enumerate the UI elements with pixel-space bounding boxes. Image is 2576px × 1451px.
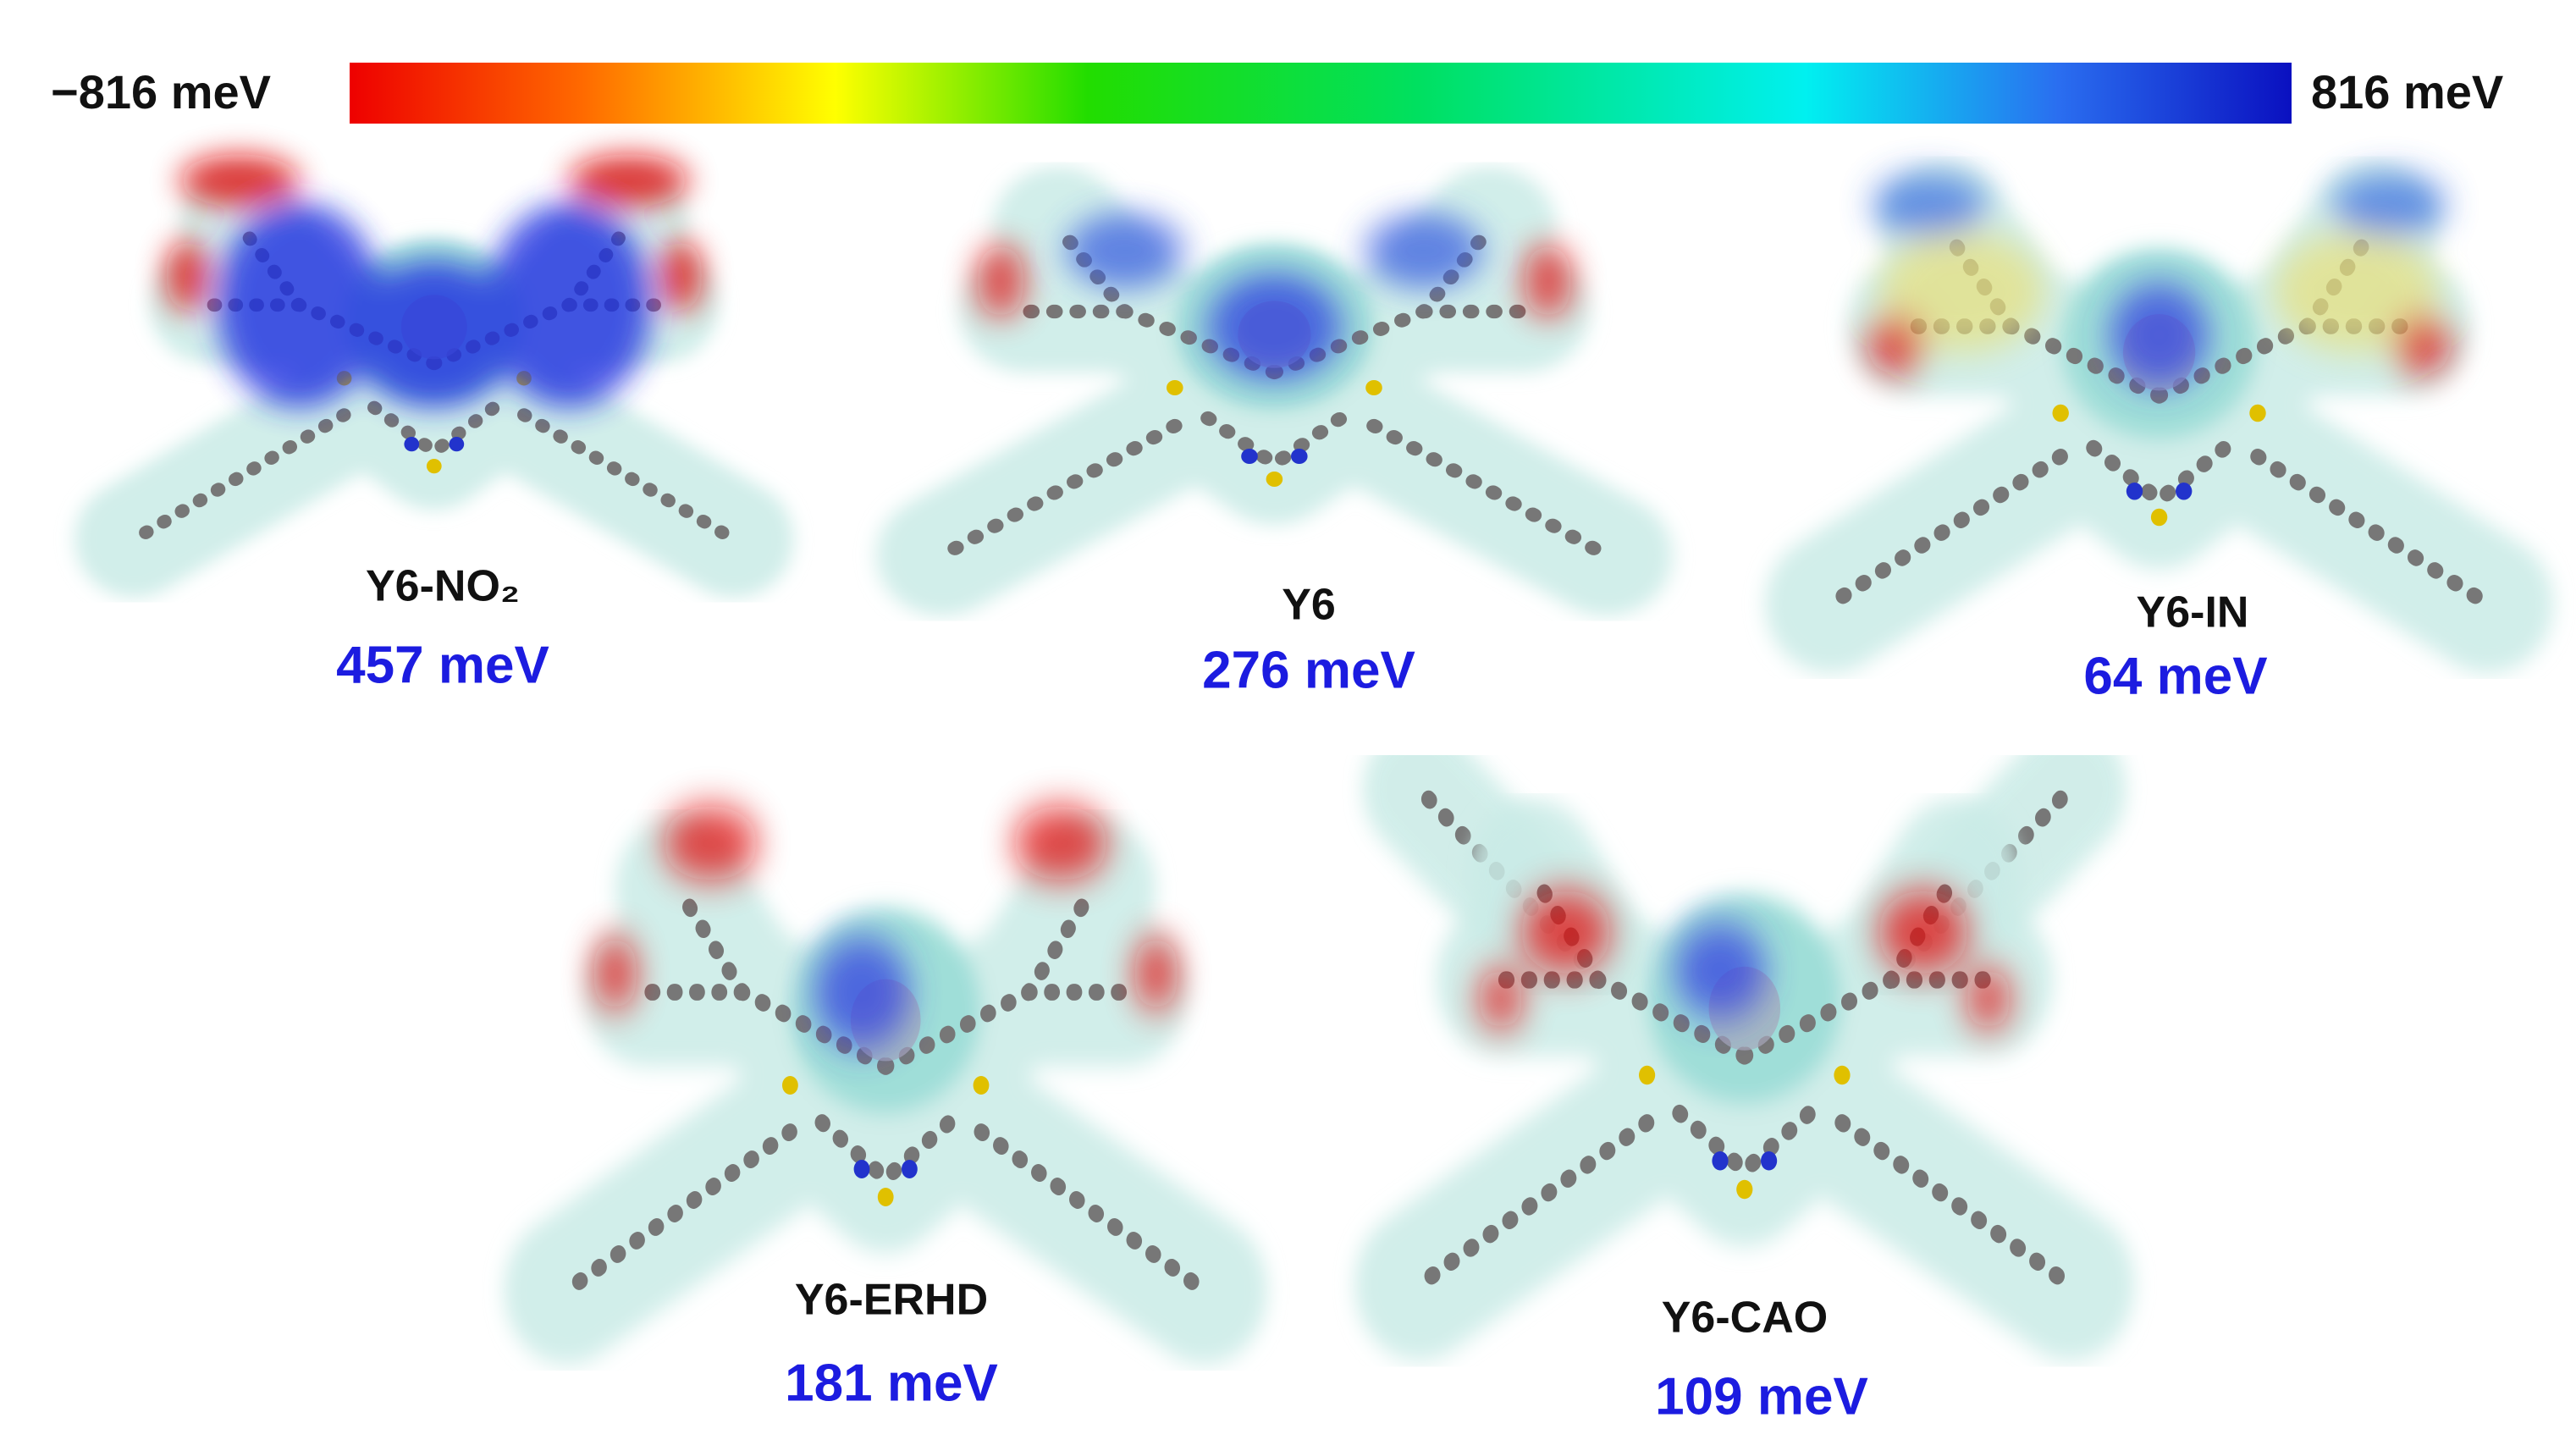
molecule-name: Y6-NO₂ xyxy=(366,562,520,611)
molecule-shape xyxy=(593,936,637,1011)
molecule-image xyxy=(135,154,734,539)
molecule-image xyxy=(1831,174,2488,604)
molecule-value: 109 meV xyxy=(1655,1367,1868,1426)
molecule-shape xyxy=(1879,230,2044,353)
molecule-value: 181 meV xyxy=(785,1354,998,1412)
molecule-shape xyxy=(1867,312,1927,375)
molecule-shape xyxy=(1012,806,1109,880)
molecule-shape xyxy=(1674,923,1766,1018)
molecule-shape xyxy=(217,202,382,408)
molecule-shape xyxy=(1134,936,1179,1011)
molecule-shape xyxy=(1365,212,1482,289)
molecule-image xyxy=(942,212,1606,555)
molecule-value: 276 meV xyxy=(1202,641,1415,699)
colorbar-max-label: 816 meV xyxy=(2311,65,2503,119)
molecule-shape xyxy=(2274,230,2439,353)
molecule-shape xyxy=(165,154,703,408)
molecule-shape xyxy=(1878,890,1969,974)
molecule-shape xyxy=(2392,312,2452,375)
molecule-shape xyxy=(977,212,1572,380)
molecule-shape xyxy=(179,154,300,207)
molecule-name: Y6-ERHD xyxy=(795,1276,988,1325)
colorbar xyxy=(350,63,2292,124)
molecule-shape xyxy=(1208,273,1341,380)
molecule-shape xyxy=(660,239,703,312)
molecule-shape xyxy=(977,243,1024,319)
molecule-image xyxy=(1420,722,2070,1285)
molecule-name: Y6-CAO xyxy=(1662,1294,1828,1343)
molecule-value: 457 meV xyxy=(336,636,549,694)
molecule-shape xyxy=(1477,890,2011,1029)
molecule-shape xyxy=(1872,174,1987,236)
molecule-shape xyxy=(486,202,652,408)
molecule-shape xyxy=(663,806,758,880)
molecule-name: Y6 xyxy=(1282,581,1336,630)
molecule-shape xyxy=(1520,890,1612,974)
molecule-shape xyxy=(569,154,689,207)
molecule-shape xyxy=(1477,968,1524,1029)
molecule-image xyxy=(567,806,1204,1290)
molecule-shape xyxy=(1067,212,1183,289)
colorbar-min-label: −816 meV xyxy=(51,65,271,119)
molecule-shape xyxy=(2110,283,2209,388)
molecule-shape xyxy=(1965,968,2011,1029)
molecule-shape xyxy=(351,261,517,408)
molecule-shape xyxy=(165,239,208,312)
molecule-shape xyxy=(814,936,910,1048)
molecule-shape xyxy=(1525,243,1572,319)
molecule-shape xyxy=(1867,174,2452,388)
molecule-name: Y6-IN xyxy=(2137,588,2249,637)
molecule-value: 64 meV xyxy=(2083,647,2267,705)
molecule-shape xyxy=(2331,174,2447,236)
molecule-shape xyxy=(593,806,1179,1048)
